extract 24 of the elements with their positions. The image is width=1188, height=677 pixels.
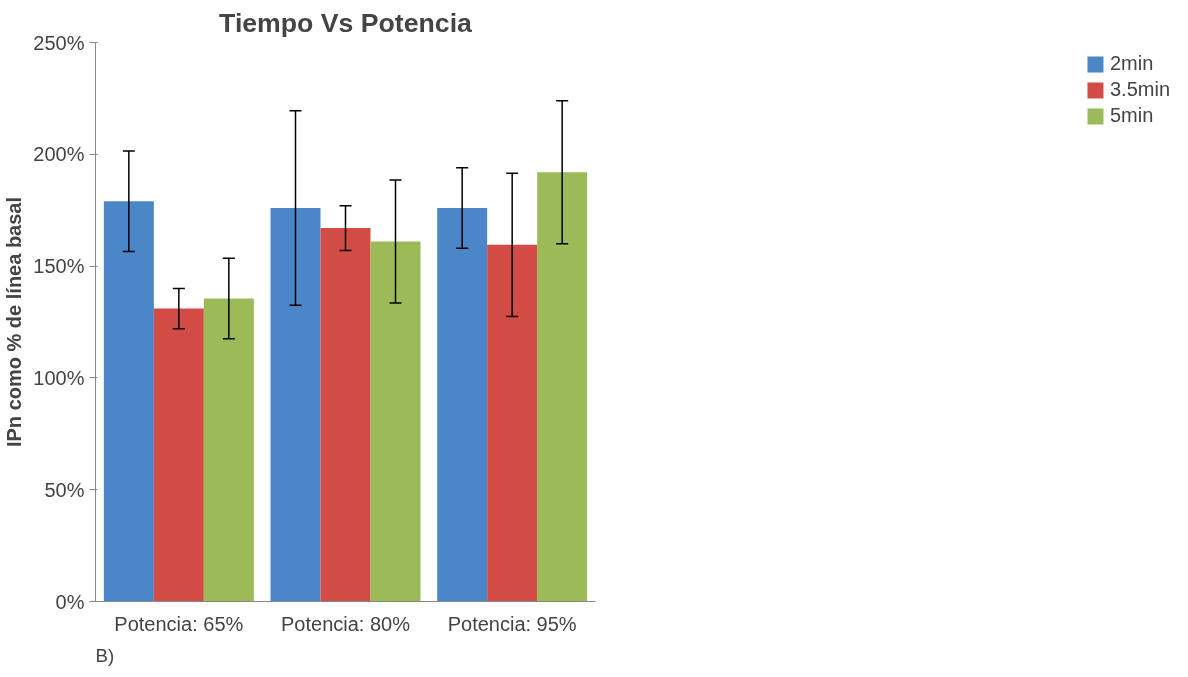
text: B) (95, 644, 115, 666)
bar (103, 201, 154, 602)
y-tick-label: 250% (33, 31, 85, 54)
legend-label: 2min (1109, 52, 1154, 75)
bar (370, 241, 421, 602)
y-tick-label: 150% (33, 255, 85, 278)
y-tick-label: 0% (55, 590, 85, 613)
chart-title: Tiempo Vs Potencia (219, 7, 473, 38)
bar (320, 228, 371, 602)
bar (153, 308, 204, 602)
x-tick-label: Potencia: 95% (447, 612, 577, 635)
x-tick-label: Potencia: 80% (281, 612, 411, 635)
bar (203, 298, 254, 602)
y-tick-label: 50% (44, 478, 85, 501)
y-tick-label: 100% (33, 366, 85, 389)
bar (270, 207, 321, 602)
y-tick-label: 200% (33, 143, 85, 166)
bar (537, 172, 588, 602)
bar (437, 207, 488, 602)
bar (487, 244, 538, 602)
x-tick-label: Potencia: 65% (114, 612, 244, 635)
legend-label: 3.5min (1109, 78, 1170, 101)
y-axis-title: IPn como % de línea basal (3, 196, 26, 448)
legend-label: 5min (1109, 104, 1154, 127)
